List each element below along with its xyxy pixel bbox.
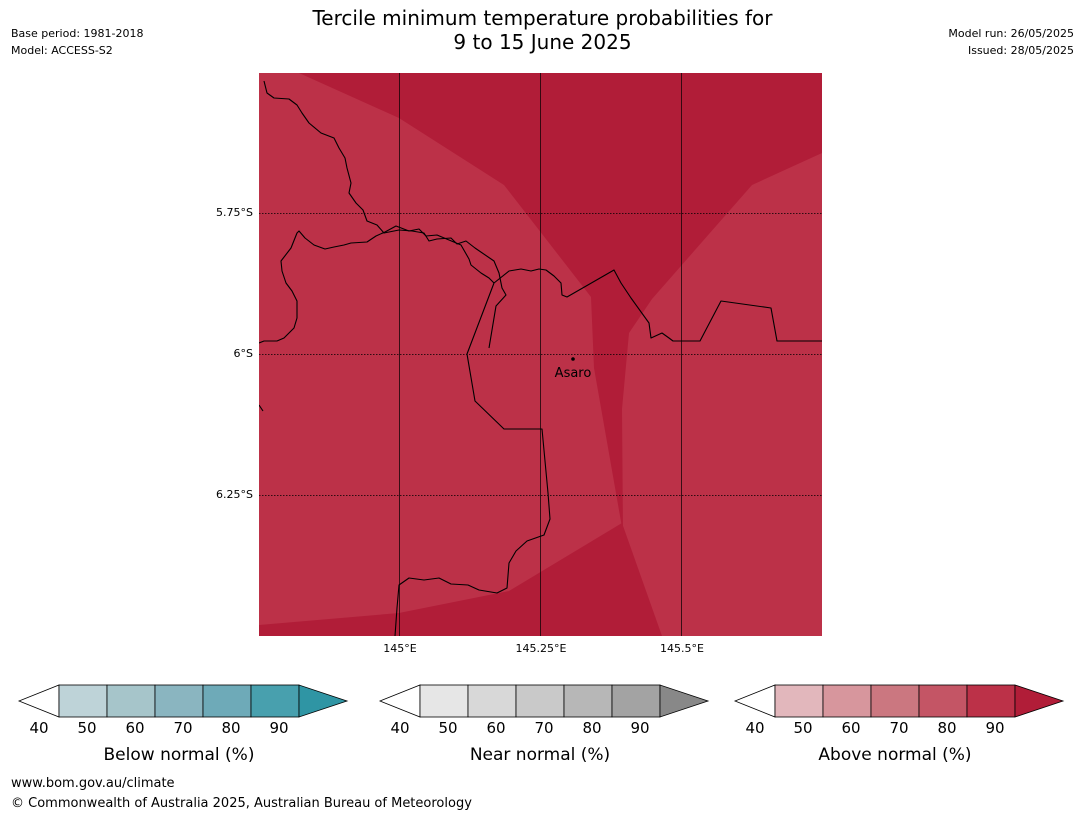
boundary-east xyxy=(493,268,822,342)
colorbar-tick-label: 70 xyxy=(534,719,554,737)
colorbar-segment xyxy=(966,684,1016,718)
boundary-west-inner xyxy=(259,225,495,344)
colorbar-segment xyxy=(250,684,300,718)
colorbar-below-normal xyxy=(17,684,349,718)
colorbar-tick-label: 60 xyxy=(841,719,861,737)
colorbar-above-normal xyxy=(733,684,1065,718)
colorbar-tick-label: 90 xyxy=(630,719,650,737)
colorbar-segment xyxy=(106,684,156,718)
colorbar-tick-label: 50 xyxy=(77,719,97,737)
colorbar-tick-label: 90 xyxy=(985,719,1005,737)
colorbar-segment xyxy=(467,684,517,718)
lon-label-145e: 145°E xyxy=(383,642,417,655)
colorbar-near-title: Near normal (%) xyxy=(469,745,611,765)
colorbar-tick-label: 40 xyxy=(29,719,49,737)
colorbar-low-extension xyxy=(733,684,776,718)
issued-text: Issued: 28/05/2025 xyxy=(967,44,1074,57)
colorbar-tick-label: 40 xyxy=(390,719,410,737)
colorbar-segment xyxy=(515,684,565,718)
colorbar-segment xyxy=(611,684,661,718)
lat-label-6-25s: 6.25°S xyxy=(216,488,253,501)
colorbar-above-title: Above normal (%) xyxy=(818,745,972,765)
high-probability-region-north xyxy=(299,73,822,533)
colorbar-high-extension xyxy=(1014,684,1065,718)
colorbar-tick-label: 60 xyxy=(486,719,506,737)
footer-url: www.bom.gov.au/climate xyxy=(11,776,175,791)
probability-map: Asaro xyxy=(259,73,822,636)
boundary-west-upper xyxy=(263,80,507,349)
boundary-lines xyxy=(259,80,822,636)
lat-label-6s: 6°S xyxy=(233,347,253,360)
base-period-text: Base period: 1981-2018 xyxy=(11,27,144,40)
colorbar-tick-label: 70 xyxy=(173,719,193,737)
colorbar-low-extension xyxy=(378,684,421,718)
colorbar-tick-label: 50 xyxy=(793,719,813,737)
footer-copyright: © Commonwealth of Australia 2025, Austra… xyxy=(11,796,472,811)
boundary-central xyxy=(394,282,551,636)
colorbar-tick-label: 80 xyxy=(937,719,957,737)
lat-label-5-75s: 5.75°S xyxy=(216,206,253,219)
colorbar-segment xyxy=(822,684,872,718)
header-right-info: Model run: 26/05/2025 Issued: 28/05/2025 xyxy=(948,25,1074,59)
colorbar-tick-label: 70 xyxy=(889,719,909,737)
colorbar-tick-label: 50 xyxy=(438,719,458,737)
asaro-marker xyxy=(571,357,575,361)
colorbar-tick-label: 40 xyxy=(745,719,765,737)
header-left-info: Base period: 1981-2018 Model: ACCESS-S2 xyxy=(11,25,143,59)
high-probability-region-south xyxy=(259,523,662,636)
place-label-asaro: Asaro xyxy=(555,366,592,381)
chart-title: Tercile minimum temperature probabilitie… xyxy=(0,6,1085,54)
colorbar-near-normal xyxy=(378,684,710,718)
title-line-2: 9 to 15 June 2025 xyxy=(453,30,632,54)
colorbar-segment xyxy=(563,684,613,718)
meridian-lines xyxy=(399,73,682,636)
boundary-west-edge xyxy=(259,404,264,412)
lon-label-145-25e: 145.25°E xyxy=(515,642,567,655)
colorbar-segment xyxy=(419,684,469,718)
colorbar-below-title: Below normal (%) xyxy=(103,745,255,765)
colorbar-segment xyxy=(918,684,968,718)
colorbar-segment xyxy=(774,684,824,718)
lon-label-145-5e: 145.5°E xyxy=(660,642,704,655)
colorbar-high-extension xyxy=(298,684,349,718)
colorbar-low-extension xyxy=(17,684,60,718)
colorbar-segment xyxy=(154,684,204,718)
model-text: Model: ACCESS-S2 xyxy=(11,44,113,57)
colorbar-tick-label: 60 xyxy=(125,719,145,737)
parallel-lines xyxy=(259,213,822,496)
colorbar-segment xyxy=(58,684,108,718)
colorbar-segment xyxy=(202,684,252,718)
model-run-text: Model run: 26/05/2025 xyxy=(948,27,1074,40)
colorbar-tick-label: 80 xyxy=(221,719,241,737)
colorbar-tick-label: 80 xyxy=(582,719,602,737)
title-line-1: Tercile minimum temperature probabilitie… xyxy=(312,6,773,30)
colorbar-high-extension xyxy=(659,684,710,718)
colorbar-segment xyxy=(870,684,920,718)
colorbar-tick-label: 90 xyxy=(269,719,289,737)
footer: www.bom.gov.au/climate © Commonwealth of… xyxy=(11,774,472,814)
